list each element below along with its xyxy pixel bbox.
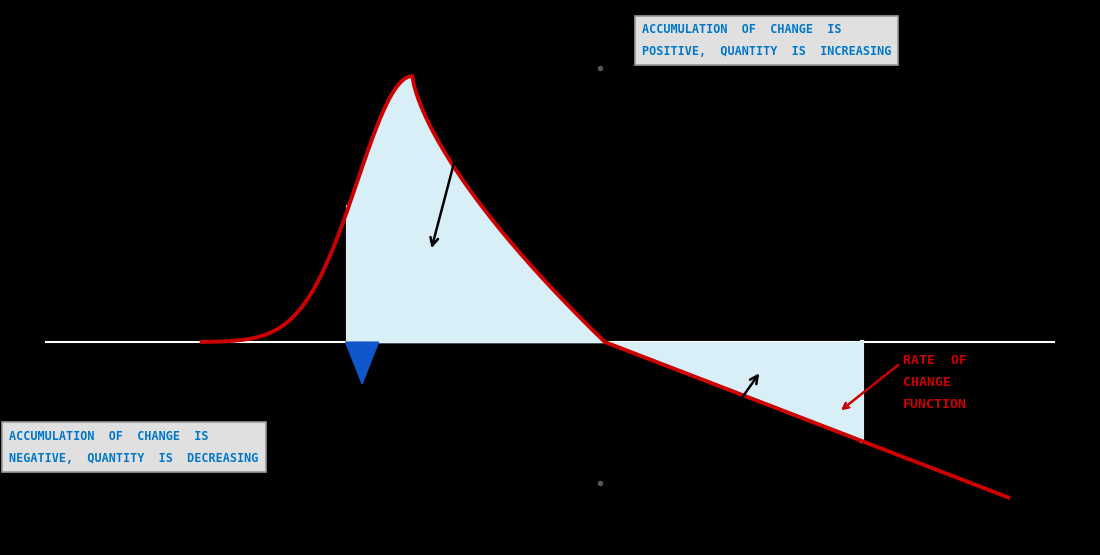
- Text: ACCUMULATION  OF  CHANGE  IS
POSITIVE,  QUANTITY  IS  INCREASING: ACCUMULATION OF CHANGE IS POSITIVE, QUAN…: [641, 23, 891, 58]
- Text: ACCUMULATION  OF  CHANGE  IS
NEGATIVE,  QUANTITY  IS  DECREASING: ACCUMULATION OF CHANGE IS NEGATIVE, QUAN…: [9, 430, 258, 465]
- Text: RATE  OF
CHANGE
FUNCTION: RATE OF CHANGE FUNCTION: [903, 354, 967, 411]
- Polygon shape: [345, 342, 378, 384]
